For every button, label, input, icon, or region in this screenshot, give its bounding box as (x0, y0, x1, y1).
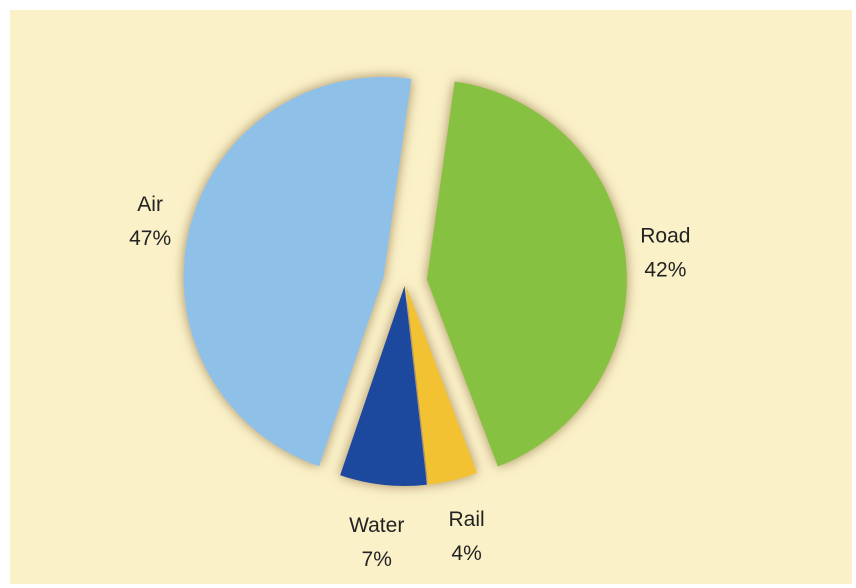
pie-slice (340, 285, 427, 486)
pie-slice (405, 285, 477, 485)
pie-slice (426, 81, 627, 467)
slice-value-label: 42% (644, 258, 686, 281)
slice-label: Air (137, 193, 163, 216)
slice-label: Road (640, 224, 690, 247)
slice-value-label: 7% (362, 548, 392, 571)
slice-label: Rail (449, 508, 485, 531)
slice-value-label: 47% (129, 227, 171, 250)
slice-label: Water (349, 514, 404, 537)
pie (183, 76, 627, 486)
slice-value-label: 4% (451, 542, 481, 565)
background (10, 10, 852, 584)
pie-slice (183, 76, 412, 467)
